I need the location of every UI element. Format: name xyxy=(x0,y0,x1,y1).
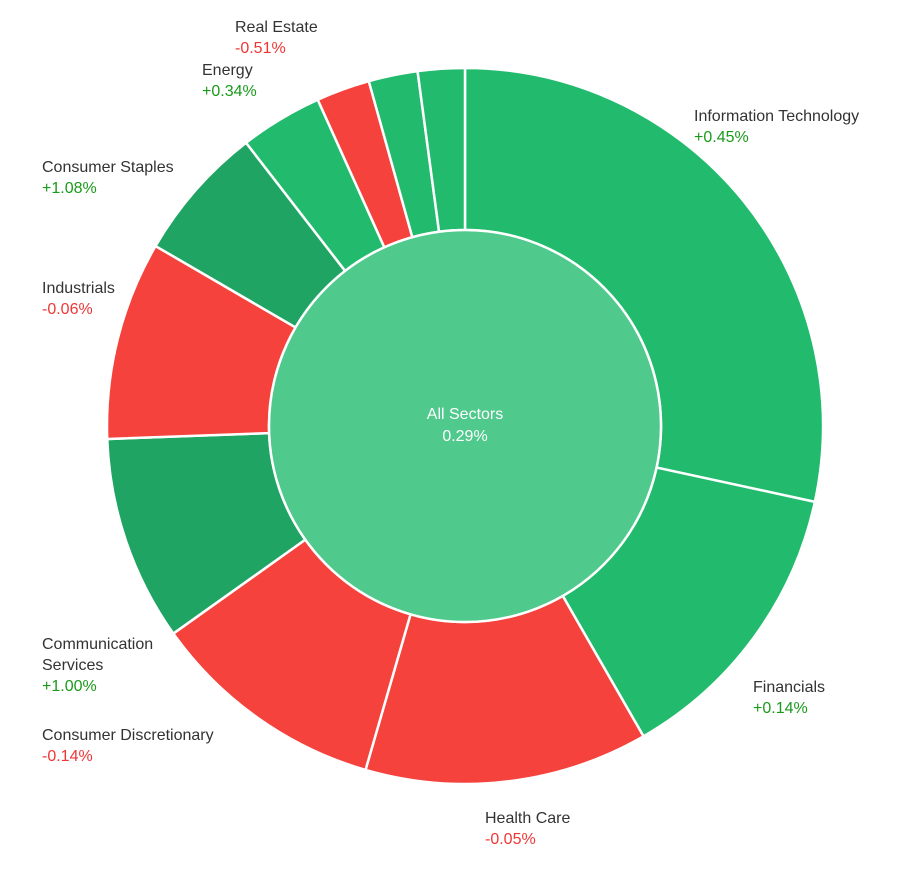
slice-change: +1.00% xyxy=(42,678,97,695)
label-energy: Energy +0.34% xyxy=(202,60,257,102)
slice-change: +0.34% xyxy=(202,83,257,100)
label-health-care: Health Care -0.05% xyxy=(485,808,570,850)
center-circle[interactable] xyxy=(267,228,663,624)
center-label: All Sectors 0.29% xyxy=(365,404,565,448)
slice-name: Communication Services xyxy=(42,636,154,674)
label-industrials: Industrials -0.06% xyxy=(42,278,115,320)
slice-name: Consumer Staples xyxy=(42,159,174,176)
slice-change: +0.45% xyxy=(694,129,749,146)
slice-change: -0.06% xyxy=(42,301,93,318)
slice-name: Industrials xyxy=(42,280,115,297)
slice-name: Health Care xyxy=(485,810,571,827)
slice-change: -0.14% xyxy=(42,748,93,765)
slice-name: Consumer Discretionary xyxy=(42,727,214,744)
center-label-value: 0.29% xyxy=(442,428,488,445)
label-information-technology: Information Technology +0.45% xyxy=(694,106,859,148)
slice-change: -0.05% xyxy=(485,831,536,848)
slice-change: +1.08% xyxy=(42,180,97,197)
slice-name: Real Estate xyxy=(235,19,318,36)
label-consumer-staples: Consumer Staples +1.08% xyxy=(42,157,174,199)
slice-name: Energy xyxy=(202,62,253,79)
slice-change: +0.14% xyxy=(753,700,808,717)
center-label-name: All Sectors xyxy=(426,406,504,423)
label-consumer-discretionary: Consumer Discretionary -0.14% xyxy=(42,725,214,767)
label-communication-services: Communication Services +1.00% xyxy=(42,634,182,697)
slice-name: Information Technology xyxy=(694,108,860,125)
label-financials: Financials +0.14% xyxy=(753,677,825,719)
slice-change: -0.51% xyxy=(235,40,286,57)
slice-name: Financials xyxy=(753,679,826,696)
label-real-estate: Real Estate -0.51% xyxy=(235,17,318,59)
